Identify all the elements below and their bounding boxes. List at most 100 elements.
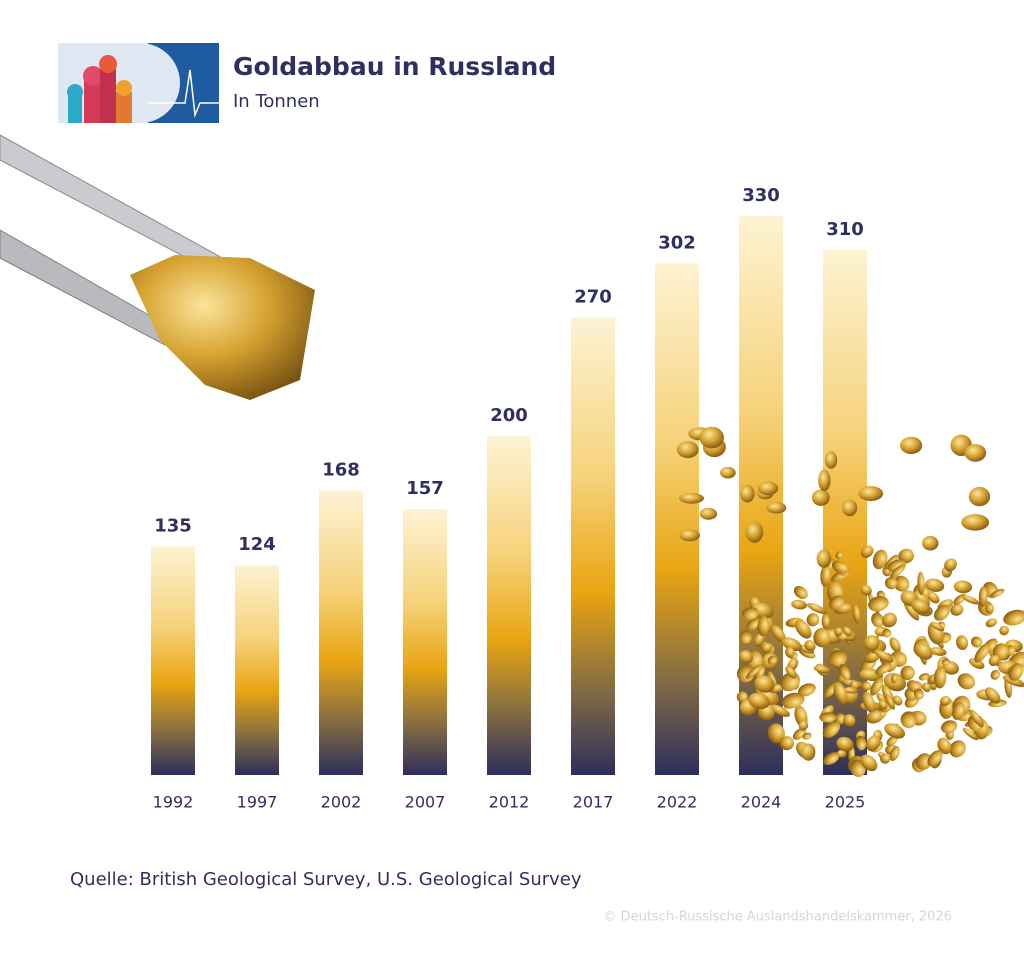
nugget xyxy=(806,613,820,627)
nugget xyxy=(961,595,980,605)
nugget xyxy=(839,664,851,681)
nugget xyxy=(900,665,915,681)
nugget xyxy=(884,577,898,590)
nugget xyxy=(766,502,787,514)
nugget xyxy=(964,444,987,462)
nugget xyxy=(679,493,704,504)
nugget xyxy=(961,514,990,531)
nugget xyxy=(831,560,849,574)
nugget xyxy=(974,643,991,663)
nugget xyxy=(934,604,950,621)
nugget xyxy=(900,711,917,729)
nugget xyxy=(813,665,831,674)
chart-subtitle: In Tonnen xyxy=(233,91,320,112)
nugget xyxy=(926,591,940,604)
nugget xyxy=(949,740,966,758)
nugget xyxy=(999,625,1009,636)
nugget xyxy=(884,723,906,739)
nugget xyxy=(745,521,764,543)
nugget xyxy=(736,691,748,703)
nugget xyxy=(952,702,966,720)
nugget xyxy=(937,737,952,755)
nugget xyxy=(917,571,925,596)
nugget xyxy=(835,551,843,560)
nugget xyxy=(889,564,906,579)
nugget xyxy=(785,646,795,659)
nugget xyxy=(822,721,841,738)
nugget xyxy=(767,723,785,744)
nugget xyxy=(742,607,759,620)
nugget xyxy=(962,727,979,741)
nugget xyxy=(892,695,903,706)
nugget xyxy=(745,664,762,679)
nugget xyxy=(820,564,831,587)
nugget xyxy=(785,666,797,679)
nugget xyxy=(881,612,897,628)
nugget xyxy=(801,743,816,761)
nugget xyxy=(922,535,939,551)
nugget xyxy=(797,683,816,697)
nugget xyxy=(868,596,889,612)
nugget xyxy=(968,486,991,507)
value-label: 310 xyxy=(826,219,864,240)
nugget xyxy=(880,753,891,764)
nugget xyxy=(911,599,931,614)
nugget xyxy=(834,627,843,636)
nugget xyxy=(699,507,718,520)
nugget xyxy=(769,704,790,717)
nugget xyxy=(956,635,969,651)
x-tick-label: 1997 xyxy=(237,793,278,812)
nugget xyxy=(969,709,984,728)
bar xyxy=(487,436,531,775)
nugget xyxy=(939,695,951,707)
nugget xyxy=(818,469,831,492)
nugget xyxy=(860,584,872,596)
copyright: © Deutsch-Russische Auslandshandelskamme… xyxy=(603,910,952,925)
nugget xyxy=(843,687,859,694)
nuggets xyxy=(677,426,1024,777)
nugget xyxy=(781,692,805,709)
nugget xyxy=(779,736,795,751)
nugget xyxy=(842,626,853,637)
bar xyxy=(235,564,279,775)
nugget xyxy=(821,613,830,629)
nugget xyxy=(929,647,947,656)
nugget xyxy=(758,481,779,496)
nugget xyxy=(944,558,957,572)
value-label: 157 xyxy=(406,478,444,499)
nugget xyxy=(934,666,947,689)
nugget xyxy=(925,578,945,592)
x-tick-label: 1992 xyxy=(153,793,194,812)
nugget xyxy=(746,617,762,631)
nugget xyxy=(791,599,807,610)
nugget xyxy=(918,673,930,681)
bar xyxy=(319,490,363,775)
nugget xyxy=(793,586,808,599)
x-tick-label: 2022 xyxy=(657,793,698,812)
nugget xyxy=(988,654,1000,667)
nugget xyxy=(990,670,1001,680)
nugget xyxy=(871,612,885,628)
x-tick-label: 2002 xyxy=(321,793,362,812)
nugget xyxy=(953,580,973,594)
nugget xyxy=(863,635,880,651)
value-label: 302 xyxy=(658,232,696,253)
nugget xyxy=(915,753,932,770)
nugget xyxy=(739,630,752,644)
nugget xyxy=(825,451,838,469)
nugget xyxy=(720,466,736,479)
bar xyxy=(151,546,195,775)
x-tick-label: 2007 xyxy=(405,793,446,812)
nugget xyxy=(798,720,809,731)
value-label: 330 xyxy=(742,185,780,206)
nugget xyxy=(829,649,847,667)
nugget xyxy=(893,575,910,592)
nugget xyxy=(858,486,884,502)
nugget xyxy=(748,692,770,710)
x-tick-label: 2017 xyxy=(573,793,614,812)
nugget xyxy=(1002,675,1024,687)
nugget xyxy=(1003,609,1024,626)
nugget xyxy=(677,441,699,459)
nugget xyxy=(699,426,724,449)
